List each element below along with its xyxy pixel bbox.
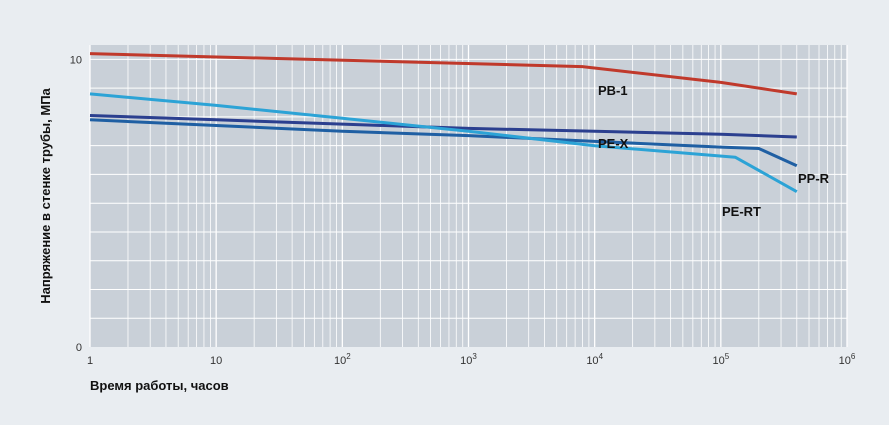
x-tick-exponent: 3 [472, 352, 477, 361]
y-axis-ticks: 0 10 [70, 54, 82, 354]
y-tick-label: 0 [76, 342, 82, 354]
x-axis-title: Время работы, часов [90, 378, 229, 393]
series-label-pp-r: PP-R [798, 171, 830, 186]
x-tick-label: 1 [87, 355, 93, 367]
series-label-pe-rt: PE-RT [722, 204, 761, 219]
x-tick-label: 106 [839, 352, 856, 367]
series-line-pe-rt [89, 92, 798, 194]
y-axis-title: Напряжение в стенке трубы, МПа [38, 87, 53, 303]
series-line-pe-x [89, 114, 797, 139]
series-labels: PB-1 PE-X PP-R PE-RT [598, 83, 830, 219]
x-axis-ticks: 1 10 102 103 104 105 106 [87, 352, 856, 367]
x-tick-label: 10 [210, 355, 222, 367]
series-lines [89, 52, 798, 194]
x-tick-label: 103 [460, 352, 477, 367]
x-tick-exponent: 2 [346, 352, 351, 361]
x-tick-exponent: 4 [599, 352, 604, 361]
x-tick-label: 105 [712, 352, 729, 367]
series-line-pb-1 [89, 52, 798, 96]
x-tick-label: 102 [334, 352, 351, 367]
y-tick-label: 10 [70, 54, 82, 66]
series-label-pb-1: PB-1 [598, 83, 628, 98]
x-tick-exponent: 6 [851, 352, 856, 361]
series-label-pe-x: PE-X [598, 136, 629, 151]
grid [89, 45, 848, 347]
x-tick-label: 104 [586, 352, 603, 367]
x-tick-exponent: 5 [725, 352, 730, 361]
